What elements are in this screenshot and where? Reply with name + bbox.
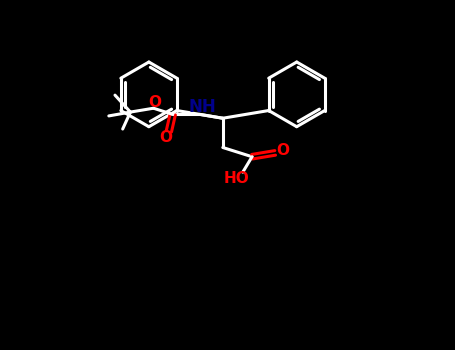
Text: NH: NH: [188, 98, 216, 116]
Text: O: O: [148, 95, 162, 110]
Text: O: O: [276, 143, 289, 158]
Text: HO: HO: [224, 171, 249, 186]
Text: O: O: [159, 130, 172, 145]
